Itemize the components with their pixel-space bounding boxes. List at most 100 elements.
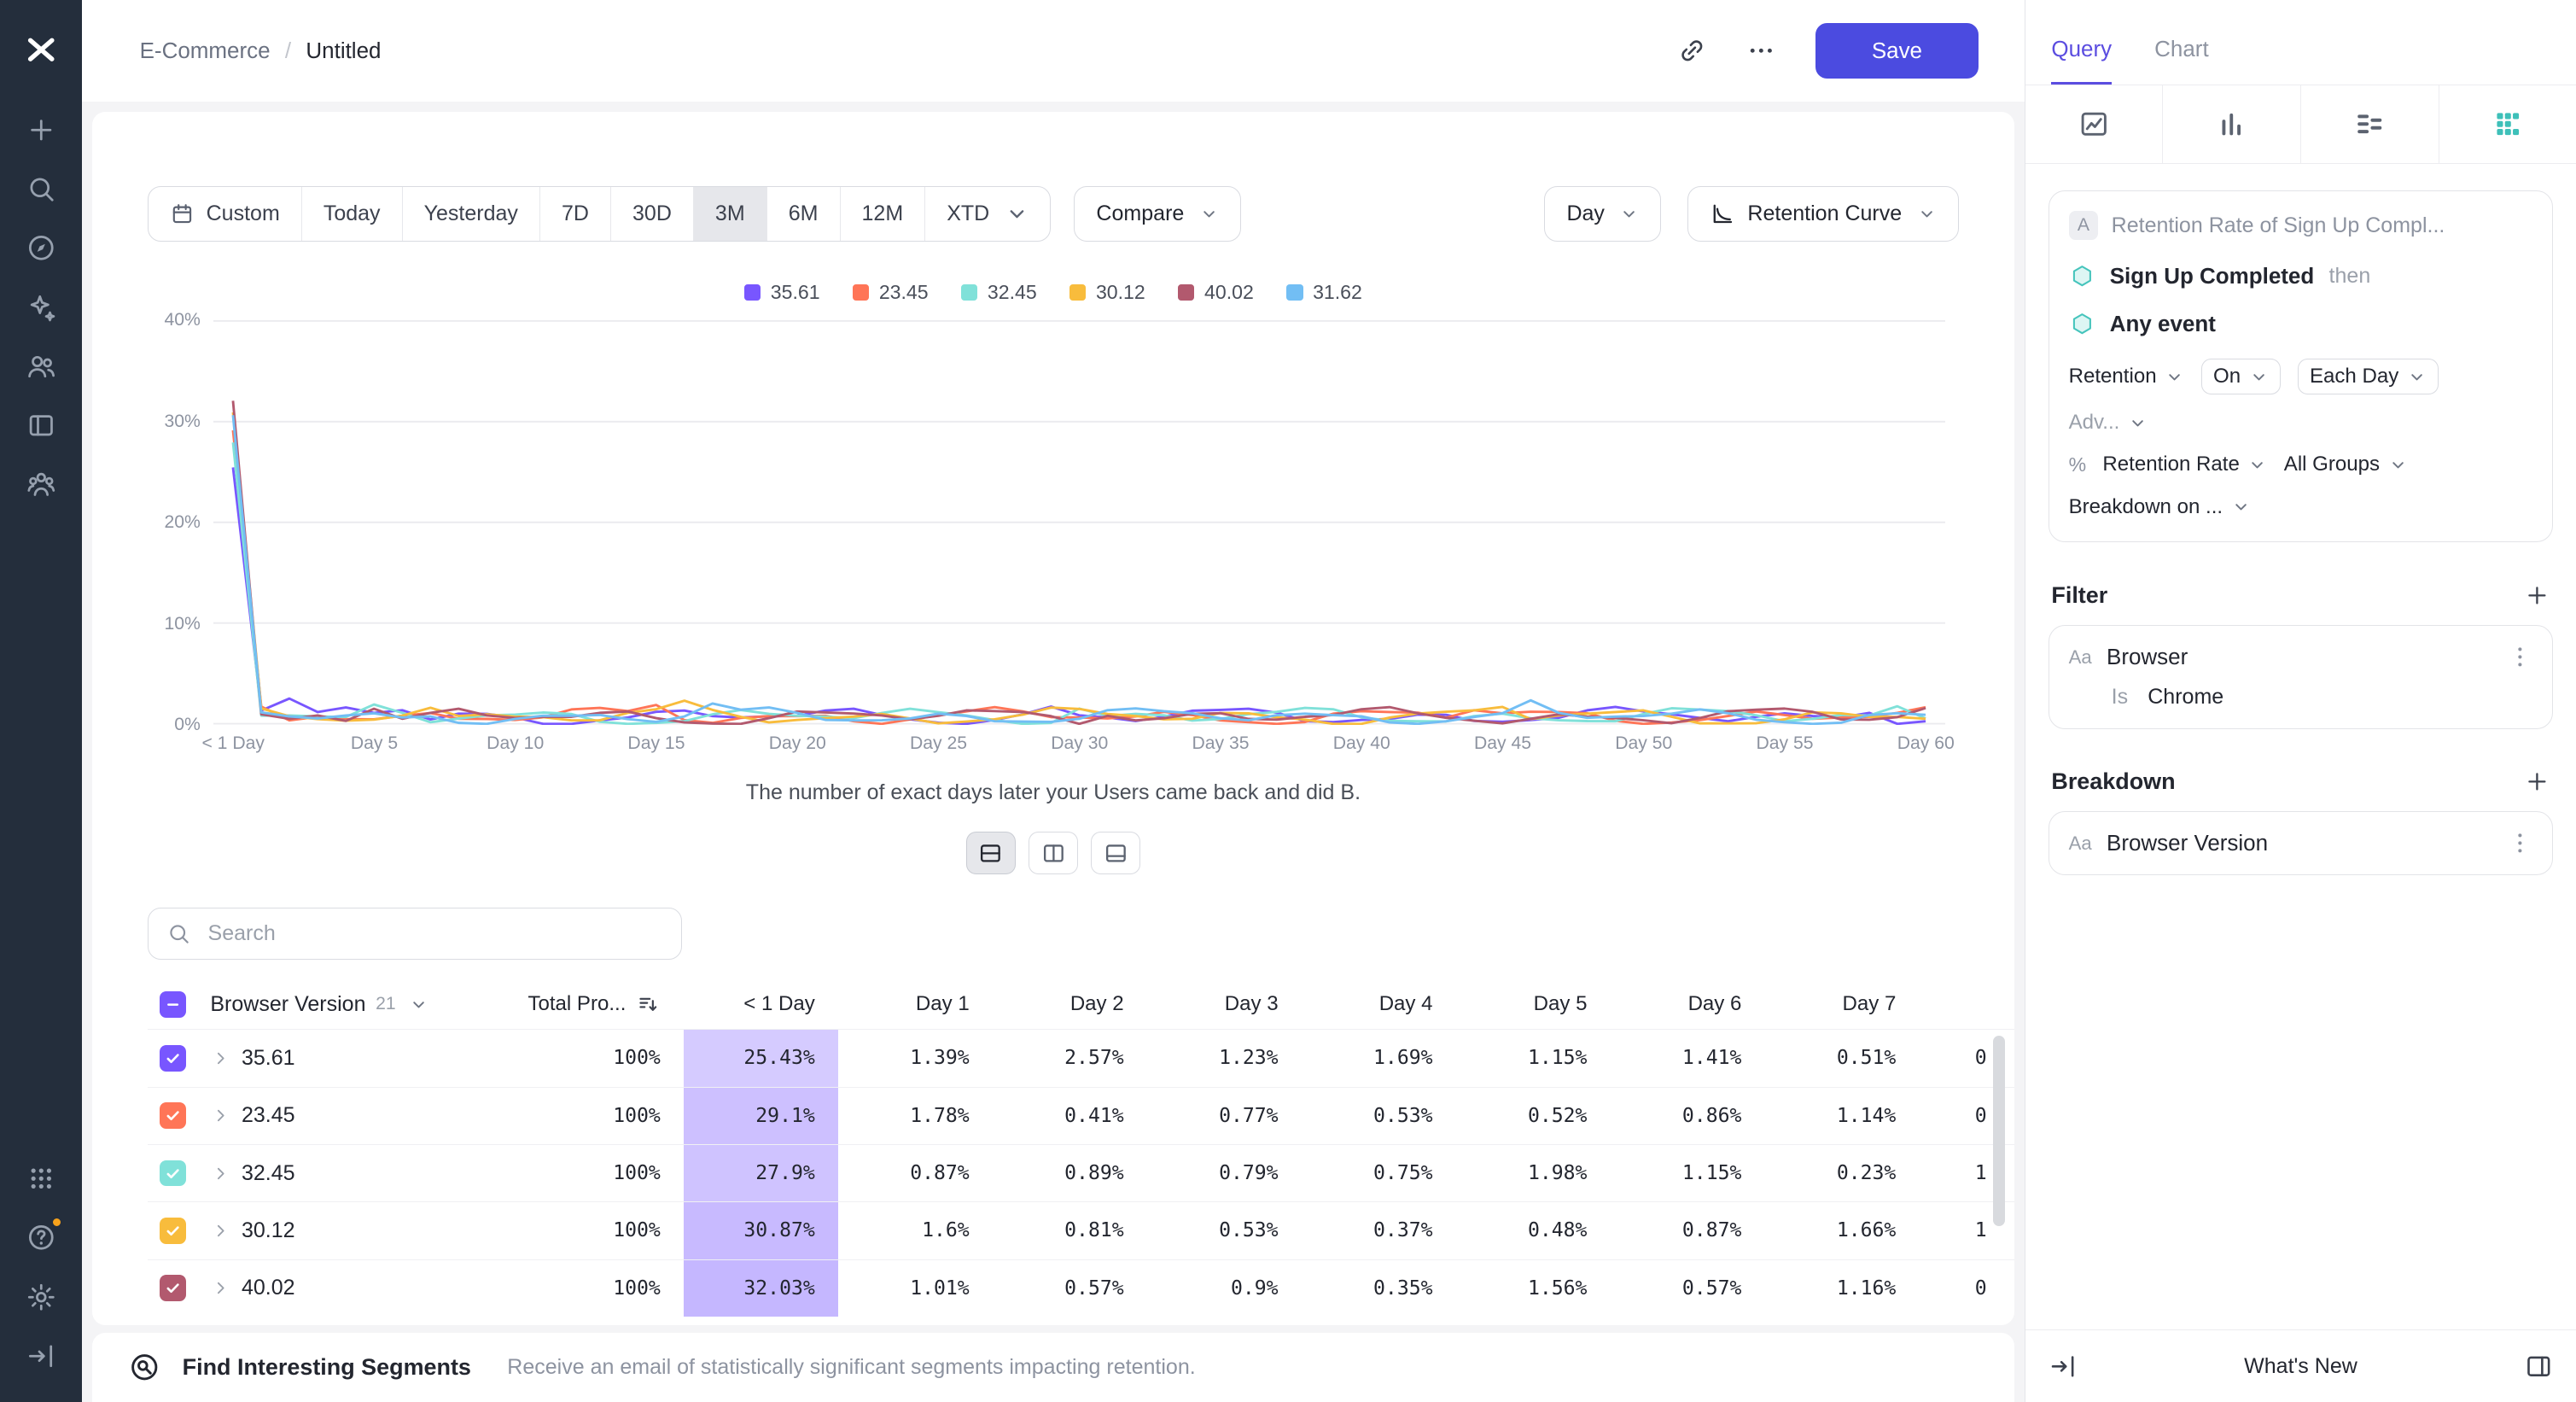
legend-item[interactable]: 32.45: [961, 281, 1037, 304]
breakdown-property[interactable]: Browser Version: [2107, 830, 2269, 856]
toolbar-right-group: Day Retention Curve: [1521, 185, 1959, 242]
bar-chart-type-icon[interactable]: [2162, 85, 2300, 163]
tab-query[interactable]: Query: [2051, 36, 2113, 85]
day-column-header[interactable]: < 1 Day: [743, 992, 815, 1016]
mixpanel-logo[interactable]: [13, 21, 68, 77]
signals-icon[interactable]: [13, 279, 68, 335]
filter-value[interactable]: Chrome: [2148, 685, 2224, 710]
filter-menu-icon[interactable]: [2507, 644, 2533, 670]
create-icon[interactable]: [13, 102, 68, 157]
date-range-7d[interactable]: 7D: [539, 186, 610, 241]
expand-row-icon[interactable]: [210, 1105, 231, 1126]
filter-operator[interactable]: Is: [2111, 685, 2129, 710]
legend-item[interactable]: 35.61: [743, 281, 820, 304]
explore-icon[interactable]: [13, 220, 68, 276]
breakdown-menu-icon[interactable]: [2507, 830, 2533, 856]
retention-chart-type-icon[interactable]: [2438, 85, 2576, 163]
date-range-12m[interactable]: 12M: [839, 186, 925, 241]
select-all-checkbox[interactable]: [159, 990, 186, 1018]
group-column-header[interactable]: Browser Version 21: [197, 979, 490, 1029]
expand-row-icon[interactable]: [210, 1277, 231, 1299]
advanced-dropdown[interactable]: Adv...: [2069, 411, 2148, 435]
day-column-header[interactable]: Day 2: [1069, 992, 1124, 1016]
day-column-header[interactable]: Day 6: [1687, 992, 1742, 1016]
search-input[interactable]: [204, 920, 663, 948]
table-search[interactable]: [148, 907, 682, 961]
legend-item[interactable]: 40.02: [1178, 281, 1254, 304]
total-column-header[interactable]: Total Pro...: [490, 979, 684, 1029]
row-label[interactable]: 40.02: [241, 1276, 295, 1300]
whats-new-link[interactable]: What's New: [2244, 1353, 2357, 1378]
row-checkbox[interactable]: [159, 1044, 186, 1072]
collapse-sidebar-icon[interactable]: [13, 1328, 68, 1383]
row-checkbox[interactable]: [159, 1218, 186, 1244]
date-range-30d[interactable]: 30D: [609, 186, 693, 241]
help-icon[interactable]: [13, 1210, 68, 1265]
collapse-panel-icon[interactable]: [2049, 1352, 2078, 1382]
expand-row-icon[interactable]: [210, 1048, 231, 1069]
more-options-icon[interactable]: [1746, 36, 1776, 66]
filter-property[interactable]: Browser: [2107, 644, 2188, 670]
find-segments-link[interactable]: Find Interesting Segments: [182, 1354, 471, 1381]
users-icon[interactable]: [13, 338, 68, 394]
x-axis-tick: < 1 Day: [201, 733, 265, 753]
day-column-header[interactable]: Day 1: [915, 992, 970, 1016]
day-column-header[interactable]: Day 5: [1533, 992, 1588, 1016]
query-title[interactable]: Retention Rate of Sign Up Compl...: [2111, 213, 2445, 237]
expand-row-icon[interactable]: [210, 1220, 231, 1241]
search-icon[interactable]: [13, 161, 68, 217]
layout-bottom-drawer[interactable]: [1091, 832, 1140, 875]
retention-type-dropdown[interactable]: Retention: [2069, 365, 2185, 388]
cohorts-icon[interactable]: [13, 457, 68, 512]
breadcrumb-project[interactable]: E-Commerce: [139, 38, 271, 64]
row-label[interactable]: 30.12: [241, 1218, 295, 1242]
compare-button[interactable]: Compare: [1074, 185, 1241, 242]
date-range-6m[interactable]: 6M: [766, 186, 840, 241]
groups-dropdown[interactable]: All Groups: [2284, 453, 2408, 476]
apps-grid-icon[interactable]: [13, 1151, 68, 1206]
second-event-name[interactable]: Any event: [2109, 311, 2216, 337]
day-column-header[interactable]: Day 3: [1224, 992, 1279, 1016]
day-column-header[interactable]: Day 4: [1378, 992, 1433, 1016]
layout-horizontal-split[interactable]: [965, 832, 1016, 875]
legend-item[interactable]: 31.62: [1286, 281, 1362, 304]
breakdown-on-dropdown[interactable]: Breakdown on ...: [2069, 495, 2251, 519]
row-label[interactable]: 23.45: [241, 1103, 295, 1128]
first-event-name[interactable]: Sign Up Completed: [2109, 263, 2315, 289]
chart-canvas[interactable]: [213, 320, 1946, 725]
date-range-today[interactable]: Today: [300, 186, 402, 241]
on-dropdown[interactable]: On: [2200, 359, 2282, 394]
date-range-3m[interactable]: 3M: [692, 186, 766, 241]
row-checkbox[interactable]: [159, 1275, 186, 1302]
chart-style-button[interactable]: Retention Curve: [1687, 185, 1959, 242]
insights-chart-type-icon[interactable]: [2025, 85, 2163, 162]
breadcrumb-report-title[interactable]: Untitled: [306, 38, 382, 64]
legend-item[interactable]: 23.45: [853, 281, 929, 304]
flows-chart-type-icon[interactable]: [2300, 85, 2439, 163]
date-range-custom[interactable]: Custom: [149, 187, 301, 241]
add-filter-icon[interactable]: [2524, 582, 2550, 609]
interval-dropdown[interactable]: Each Day: [2297, 359, 2439, 394]
copy-link-icon[interactable]: [1677, 36, 1707, 66]
tab-chart[interactable]: Chart: [2154, 36, 2209, 62]
expand-row-icon[interactable]: [210, 1163, 231, 1184]
day-column-header[interactable]: Day 7: [1842, 992, 1897, 1016]
layout-panel-icon[interactable]: [2524, 1352, 2554, 1382]
row-label[interactable]: 35.61: [241, 1045, 295, 1070]
table-vertical-scrollbar[interactable]: [1993, 1035, 2005, 1227]
row-label[interactable]: 32.45: [241, 1160, 295, 1185]
row-checkbox[interactable]: [159, 1160, 186, 1187]
save-button[interactable]: Save: [1815, 22, 1979, 79]
boards-icon[interactable]: [13, 398, 68, 453]
x-axis-tick: Day 30: [1051, 733, 1109, 753]
legend-item[interactable]: 30.12: [1069, 281, 1145, 304]
date-range-xtd[interactable]: XTD: [924, 186, 1050, 241]
granularity-button[interactable]: Day: [1544, 185, 1662, 242]
date-range-yesterday[interactable]: Yesterday: [401, 186, 539, 241]
layout-vertical-split[interactable]: [1029, 832, 1078, 875]
sort-icon[interactable]: [636, 992, 661, 1017]
add-breakdown-icon[interactable]: [2524, 768, 2550, 795]
metric-dropdown[interactable]: Retention Rate: [2102, 453, 2267, 476]
row-checkbox[interactable]: [159, 1102, 186, 1130]
settings-icon[interactable]: [13, 1269, 68, 1324]
